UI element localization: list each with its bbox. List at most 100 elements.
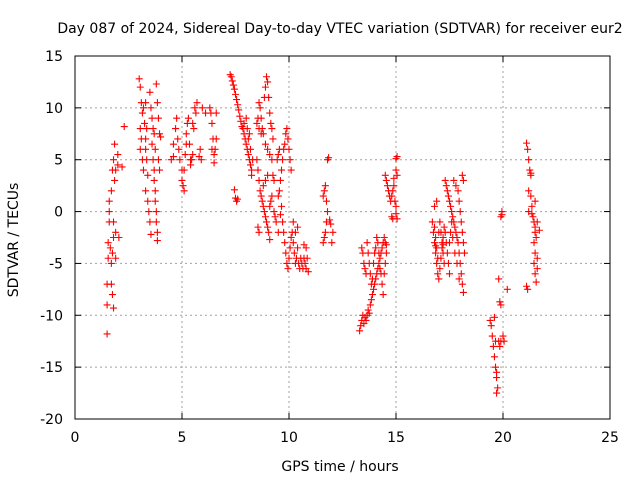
data-point <box>103 330 111 338</box>
data-point <box>265 228 273 236</box>
data-point <box>283 259 291 267</box>
data-point <box>105 197 113 205</box>
data-point <box>446 239 453 247</box>
data-point <box>449 213 457 221</box>
data-point <box>154 114 162 122</box>
data-point <box>261 140 269 148</box>
data-point <box>368 275 376 283</box>
data-point <box>270 208 278 216</box>
data-point <box>458 228 466 236</box>
data-point <box>267 197 275 205</box>
data-point <box>460 249 468 257</box>
data-point <box>255 99 263 107</box>
y-tick-label: 10 <box>45 101 63 117</box>
data-point <box>112 166 120 174</box>
data-point <box>148 140 156 148</box>
data-point <box>286 156 294 164</box>
data-point <box>528 202 536 210</box>
data-point <box>496 298 504 306</box>
data-point <box>147 230 155 238</box>
data-point <box>212 109 220 117</box>
data-point <box>494 384 502 392</box>
data-point <box>326 216 334 224</box>
data-point <box>370 285 378 293</box>
data-point <box>149 125 157 133</box>
data-point <box>452 228 460 236</box>
data-point <box>374 239 382 247</box>
data-point <box>208 119 216 127</box>
data-point <box>255 176 263 184</box>
series-arc-13 <box>392 166 401 223</box>
data-point <box>248 171 256 179</box>
data-point <box>283 125 291 133</box>
data-point <box>107 187 115 195</box>
data-point <box>493 389 501 397</box>
data-point <box>527 169 535 177</box>
data-point <box>455 197 463 205</box>
data-point <box>389 187 397 195</box>
data-point <box>392 210 400 218</box>
series-arc-02 <box>120 123 128 131</box>
data-point <box>118 163 126 171</box>
data-point <box>382 176 390 184</box>
x-tick-label: 10 <box>280 430 298 446</box>
data-point <box>148 114 156 122</box>
data-point <box>212 135 220 143</box>
data-point <box>259 202 267 210</box>
data-point <box>261 83 269 91</box>
data-point <box>261 176 269 184</box>
data-point <box>291 228 299 236</box>
data-point <box>503 285 511 293</box>
data-point <box>452 182 460 190</box>
data-point <box>322 197 330 205</box>
data-point <box>242 140 250 148</box>
series-arc-01 <box>103 140 126 338</box>
data-point <box>431 202 439 210</box>
data-point <box>139 104 147 112</box>
data-point <box>178 176 186 184</box>
data-point <box>535 226 543 234</box>
series-arc-03 <box>135 75 165 245</box>
data-point <box>256 187 264 195</box>
data-point <box>376 254 384 262</box>
data-point <box>434 270 442 278</box>
data-point <box>499 332 507 340</box>
data-point <box>458 280 466 288</box>
data-point <box>456 208 464 216</box>
data-point <box>432 242 440 250</box>
data-point <box>500 337 508 345</box>
series-arc-07 <box>226 71 257 205</box>
series-arc-05 <box>191 99 210 164</box>
data-point <box>107 259 115 267</box>
data-point <box>453 259 461 267</box>
data-point <box>284 265 292 273</box>
data-point <box>280 228 288 236</box>
data-point <box>364 249 372 257</box>
x-tick-label: 25 <box>601 430 619 446</box>
data-point <box>145 208 153 216</box>
data-point <box>268 192 276 200</box>
series-arc-16 <box>497 208 506 221</box>
x-tick-label: 15 <box>387 430 405 446</box>
data-point <box>304 268 312 276</box>
data-point <box>154 156 162 164</box>
data-point <box>192 109 200 117</box>
data-point <box>281 239 289 247</box>
data-point <box>379 291 387 299</box>
series-arc-08 <box>253 73 283 244</box>
data-point <box>431 223 439 231</box>
series-arc-04 <box>167 114 198 195</box>
data-point <box>270 176 278 184</box>
data-point <box>287 166 295 174</box>
data-point <box>110 156 118 164</box>
data-point <box>356 327 364 335</box>
data-point <box>151 145 159 153</box>
data-point <box>246 145 254 153</box>
data-point <box>105 208 113 216</box>
data-point <box>258 197 266 205</box>
data-point <box>528 210 536 218</box>
data-point <box>234 195 242 203</box>
data-point <box>532 234 540 241</box>
data-point <box>523 139 531 147</box>
data-point <box>373 234 381 241</box>
